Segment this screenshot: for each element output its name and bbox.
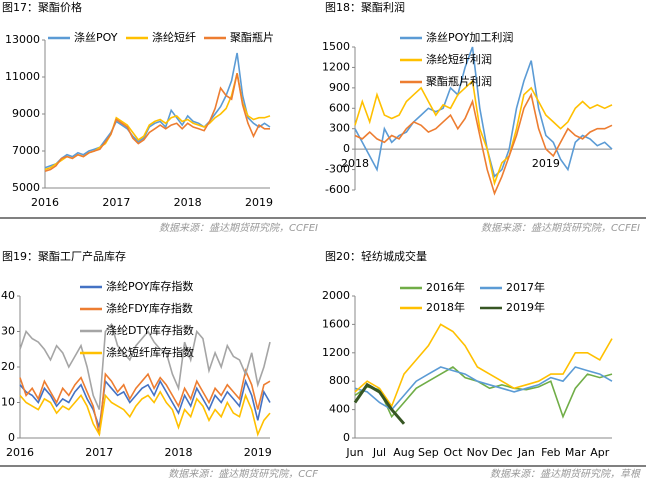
chart-title: 图19：聚酯工厂产品库存 (2, 249, 126, 263)
source: 数据来源：盛达期货研究院，CCF (168, 468, 318, 480)
y-tick-label: 400 (329, 403, 350, 416)
y-tick-label: 1200 (322, 346, 350, 359)
legend-label: 涤纶短纤 (152, 30, 196, 44)
x-tick-label: 2019 (245, 196, 273, 209)
series-line (354, 323, 613, 408)
y-tick-label: 0 (343, 431, 350, 444)
series-line (44, 73, 270, 173)
legend-label: 聚酯瓶片利润 (426, 74, 492, 88)
source: 数据来源：盛达期货研究院，CCFEI (159, 222, 318, 234)
y-tick-label: 9000 (12, 107, 40, 120)
x-tick-label: Nov (467, 446, 489, 459)
legend-label: 聚酯瓶片 (230, 30, 274, 44)
series-line (19, 390, 271, 437)
x-tick-label: 2018 (165, 446, 193, 459)
series-line (354, 46, 613, 178)
legend-label: 涤丝POY加工利润 (426, 30, 513, 44)
legend-label: 涤纶POY库存指数 (106, 279, 193, 293)
series-line (354, 366, 613, 419)
y-tick-label: 600 (329, 101, 350, 114)
x-tick-label: 2016 (31, 196, 59, 209)
y-tick-label: 900 (329, 81, 350, 94)
y-tick-label: 1500 (322, 40, 350, 53)
legend-label: 涤丝POY (74, 30, 118, 44)
series-line (19, 367, 271, 435)
x-tick-label: Sep (418, 446, 439, 459)
y-tick-label: 1200 (322, 60, 350, 73)
x-tick-label: 2019 (532, 157, 560, 170)
x-tick-label: 2019 (244, 446, 272, 459)
y-tick-label: 13000 (5, 33, 40, 46)
series-line (354, 92, 613, 196)
legend-label: 涤纶DTY库存指数 (106, 323, 194, 337)
y-tick-label: 0 (343, 142, 350, 155)
y-tick-label: 20 (1, 360, 15, 373)
y-tick-label: 800 (329, 374, 350, 387)
series-line (354, 366, 613, 411)
legend-label: 2016年 (426, 280, 465, 294)
series-line (44, 52, 271, 169)
y-tick-label: 40 (1, 289, 15, 302)
legend-label: 涤纶FDY库存指数 (106, 301, 193, 315)
y-tick-label: -600 (325, 183, 350, 196)
x-tick-label: Jul (372, 446, 386, 459)
legend-label: 2017年 (506, 280, 545, 294)
series-line (354, 79, 613, 187)
y-tick-label: 30 (1, 325, 15, 338)
x-tick-label: Dec (491, 446, 512, 459)
source: 数据来源：盛达期货研究院，草根 (490, 468, 641, 480)
series-line (19, 378, 271, 428)
x-tick-label: 2017 (85, 446, 113, 459)
y-tick-label: -300 (325, 163, 350, 176)
legend-label: 2018年 (426, 300, 465, 314)
y-tick-label: 1600 (322, 317, 350, 330)
x-tick-label: 2017 (102, 196, 130, 209)
x-tick-label: 2018 (341, 157, 369, 170)
x-tick-label: Aug (393, 446, 414, 459)
x-tick-label: Jun (345, 446, 363, 459)
chart-title: 图20：轻纺城成交量 (325, 249, 427, 263)
x-tick-label: 2018 (174, 196, 202, 209)
chart-title: 图18：聚酯利润 (325, 0, 405, 14)
x-tick-label: Apr (590, 446, 610, 459)
y-tick-label: 5000 (12, 181, 40, 194)
y-tick-label: 11000 (5, 70, 40, 83)
y-tick-label: 0 (8, 431, 15, 444)
legend-label: 2019年 (506, 300, 545, 314)
series-line (353, 382, 406, 425)
y-tick-label: 7000 (12, 144, 40, 157)
source: 数据来源：盛达期货研究院，CCFEI (481, 222, 640, 234)
x-tick-label: 2016 (6, 446, 34, 459)
chart-title: 图17：聚酯价格 (2, 0, 82, 14)
x-tick-label: Jan (517, 446, 535, 459)
x-tick-label: Feb (541, 446, 560, 459)
legend-label: 涤纶短纤库存指数 (106, 345, 194, 359)
y-tick-label: 10 (1, 396, 15, 409)
legend-label: 涤纶短纤利润 (426, 52, 492, 66)
series-line (19, 322, 271, 410)
y-tick-label: 2000 (322, 289, 350, 302)
x-tick-label: Oct (443, 446, 463, 459)
y-tick-label: 300 (329, 122, 350, 135)
x-tick-label: Mar (565, 446, 586, 459)
